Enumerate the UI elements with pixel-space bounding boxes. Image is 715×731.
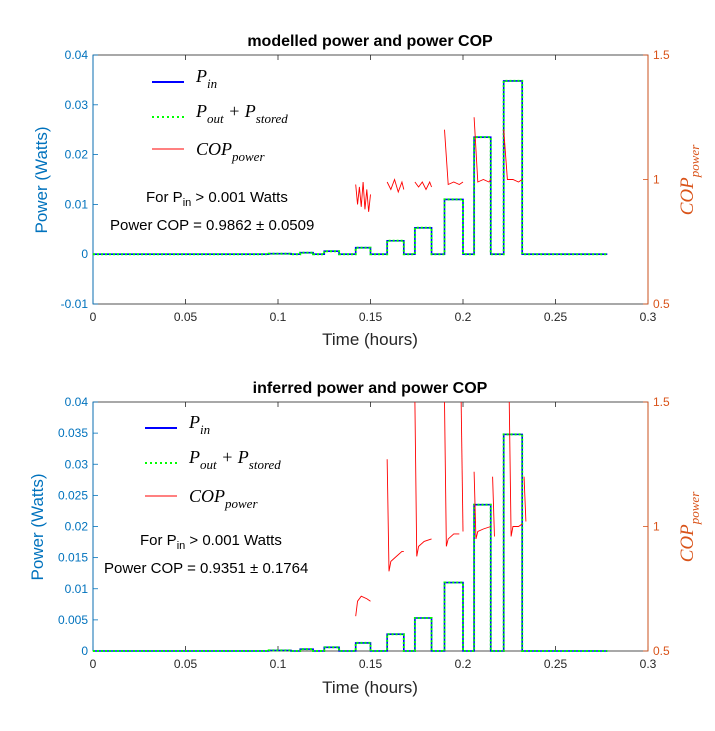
series-cop-segment: [414, 180, 432, 191]
x-tick-label: 0: [90, 310, 97, 324]
y2-tick-label: 1: [653, 520, 660, 534]
series-cop-segment: [414, 401, 432, 557]
y2-axis-label: COPpower: [677, 491, 702, 562]
y-tick-label: 0.04: [65, 395, 89, 409]
annotation-line1: For Pin > 0.001 Watts: [140, 532, 282, 552]
x-tick-label: 0.05: [174, 657, 198, 671]
y-axis-label: Power (Watts): [28, 473, 47, 580]
series-cop-segment: [473, 117, 492, 183]
series-cop-segment: [355, 595, 371, 617]
x-tick-label: 0.05: [174, 310, 198, 324]
y-tick-label: 0: [81, 644, 88, 658]
y2-tick-label: 0.5: [653, 297, 670, 311]
y-tick-label: 0: [81, 247, 88, 261]
chart-modelled: modelled power and power COP 0 0.05 0.1 0.1…: [32, 33, 702, 349]
series-cop-segment: [503, 129, 523, 183]
series-cop-segment: [508, 401, 523, 537]
series-pout-line: [93, 433, 608, 652]
y-tick-label: 0.035: [58, 426, 88, 440]
annotation-line2: Power COP = 0.9351 ± 0.1764: [104, 560, 308, 577]
series-pout-line: [93, 79, 608, 256]
y-axis-label: Power (Watts): [32, 126, 51, 233]
y2-axis-label: COPpower: [677, 144, 702, 215]
x-axis: 0 0.05 0.1 0.15 0.2 0.25 0.3: [90, 55, 657, 324]
x-tick-label: 0.3: [640, 657, 657, 671]
y2-tick-label: 1: [653, 173, 660, 187]
series-cop-segment: [386, 459, 404, 572]
y-axis-right: 0.5 1 1.5: [643, 395, 670, 658]
x-tick-label: 0.15: [359, 657, 383, 671]
series-cop-segment: [473, 471, 491, 540]
series-cop-segment: [523, 476, 527, 522]
y-tick-label: 0.015: [58, 551, 88, 565]
y-tick-label: 0.02: [65, 148, 89, 162]
y-tick-label: 0.03: [65, 98, 89, 112]
x-tick-label: 0.1: [270, 657, 287, 671]
series-cop-segment: [386, 178, 405, 194]
plot-area: [92, 54, 649, 305]
annotation-line1: For Pin > 0.001 Watts: [146, 189, 288, 209]
series-cop-segment: [355, 181, 371, 212]
y-tick-label: 0.005: [58, 613, 88, 627]
x-tick-label: 0.15: [359, 310, 383, 324]
chart-inferred: inferred power and power COP 0 0.05 0.1 0.1…: [28, 380, 702, 697]
x-tick-label: 0.2: [455, 310, 472, 324]
chart-title: modelled power and power COP: [247, 33, 493, 50]
y2-tick-label: 1.5: [653, 48, 670, 62]
x-tick-label: 0.25: [544, 310, 568, 324]
y-axis-right: 0.5 1 1.5: [643, 48, 670, 311]
x-axis-label: Time (hours): [322, 330, 418, 349]
series-layer: [93, 401, 608, 652]
x-axis-label: Time (hours): [322, 678, 418, 697]
y-tick-label: 0.02: [65, 520, 89, 534]
series-cop-segment: [444, 401, 460, 547]
y-tick-label: 0.04: [65, 48, 89, 62]
series-cop-segment: [444, 129, 464, 186]
y2-tick-label: 1.5: [653, 395, 670, 409]
y2-tick-label: 0.5: [653, 644, 670, 658]
x-tick-label: 0.25: [544, 657, 568, 671]
series-layer: [93, 79, 608, 256]
x-tick-label: 0.3: [640, 310, 657, 324]
plot-area: [92, 401, 649, 652]
y-tick-label: 0.01: [65, 197, 89, 211]
series-cop-segment: [460, 401, 464, 532]
y-tick-label: 0.025: [58, 488, 88, 502]
y-axis-left: -0.01 0 0.01 0.02 0.03 0.04: [61, 48, 98, 311]
y-tick-label: 0.01: [65, 582, 89, 596]
annotation-line2: Power COP = 0.9862 ± 0.0509: [110, 217, 314, 234]
series-cop-segment: [492, 476, 495, 537]
x-tick-label: 0: [90, 657, 97, 671]
y-axis-left: 0 0.005 0.01 0.015 0.02 0.025 0.03 0.035 0.04: [58, 395, 98, 658]
x-tick-label: 0.2: [455, 657, 472, 671]
y-tick-label: 0.03: [65, 457, 89, 471]
x-tick-label: 0.1: [270, 310, 287, 324]
chart-title: inferred power and power COP: [253, 380, 488, 397]
y-tick-label: -0.01: [61, 297, 89, 311]
x-axis: 0 0.05 0.1 0.15 0.2 0.25 0.3: [90, 402, 657, 671]
